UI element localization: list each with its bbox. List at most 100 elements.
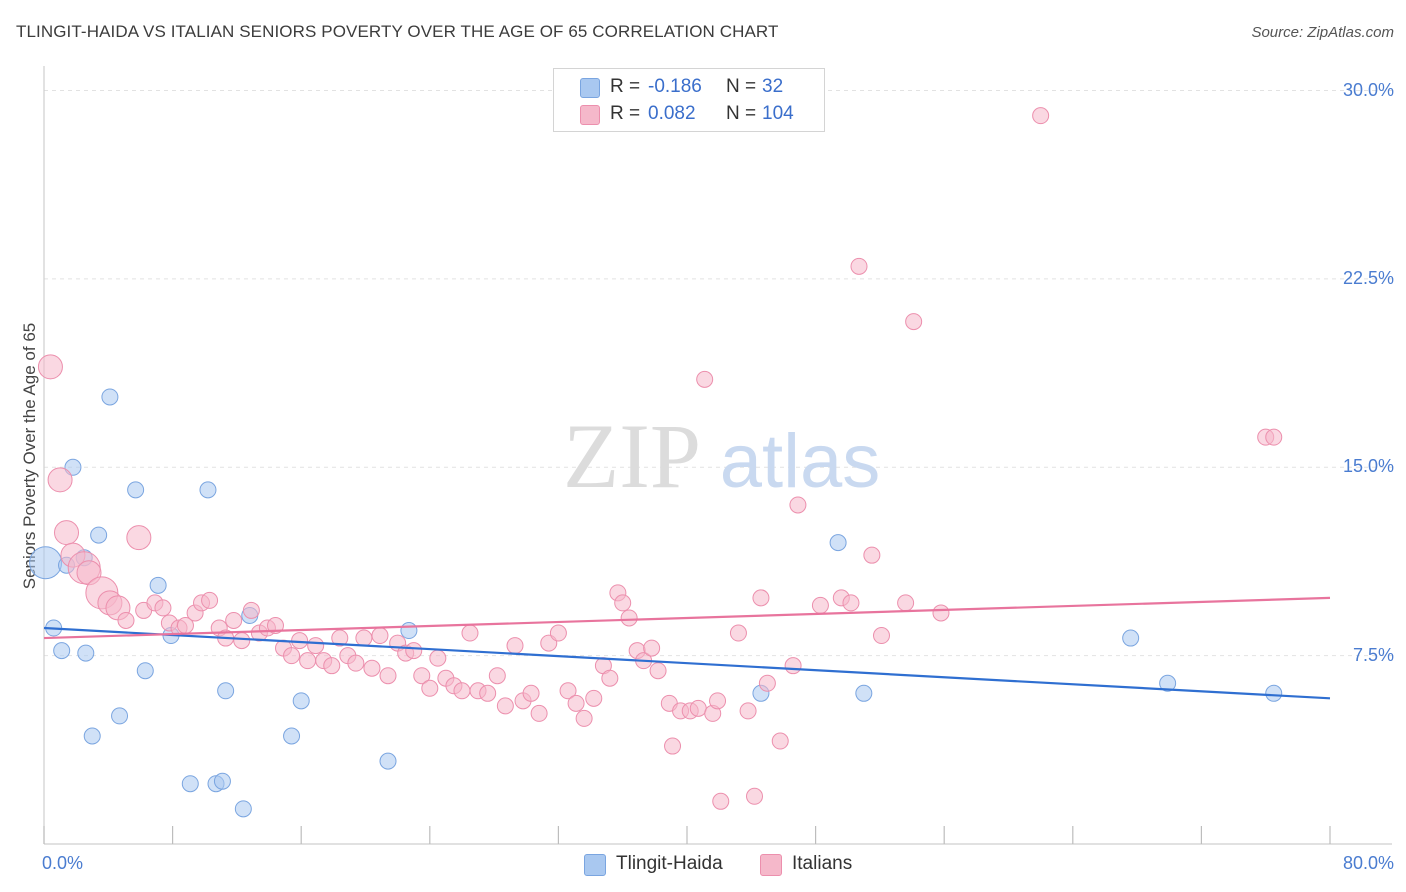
source-label: Source: ZipAtlas.com [1251, 24, 1394, 41]
point-tlingit-haida [234, 800, 252, 818]
point-italians [873, 627, 891, 645]
point-italians [154, 599, 172, 617]
point-italians [421, 679, 439, 697]
point-tlingit-haida [292, 692, 310, 710]
point-italians [1265, 428, 1283, 446]
point-tlingit-haida [1159, 674, 1177, 692]
chart-title: TLINGIT-HAIDA VS ITALIAN SENIORS POVERTY… [16, 22, 779, 41]
point-italians [496, 697, 514, 715]
r-label: R = [610, 76, 641, 97]
point-italians [752, 589, 770, 607]
point-italians [575, 709, 593, 727]
point-italians [47, 467, 73, 493]
n-value: 104 [762, 103, 794, 124]
point-italians [413, 667, 431, 685]
point-italians [897, 594, 915, 612]
point-italians [323, 657, 341, 675]
n-label: N = [726, 103, 757, 124]
point-italians [126, 525, 152, 551]
point-italians [283, 647, 301, 665]
point-italians [363, 659, 381, 677]
stats-swatch-italians [580, 105, 600, 125]
point-italians [488, 667, 506, 685]
point-italians [266, 617, 284, 635]
point-italians [242, 601, 260, 619]
point-tlingit-haida [149, 576, 167, 594]
point-italians [643, 639, 661, 657]
legend-swatch-tlingit-haida [584, 854, 606, 876]
r-label: R = [610, 103, 641, 124]
point-italians [712, 792, 730, 810]
point-italians [709, 692, 727, 710]
grid-lines [44, 90, 1392, 657]
r-value: 0.082 [648, 103, 696, 124]
point-italians [842, 594, 860, 612]
point-italians [331, 629, 349, 647]
point-italians [746, 787, 764, 805]
point-tlingit-haida [181, 775, 199, 793]
point-italians [347, 654, 365, 672]
point-tlingit-haida [199, 481, 217, 499]
point-italians [614, 594, 632, 612]
point-tlingit-haida [83, 727, 101, 745]
point-italians [784, 657, 802, 675]
point-italians [739, 702, 757, 720]
point-tlingit-haida [217, 682, 235, 700]
point-tlingit-haida [127, 481, 145, 499]
point-italians [429, 649, 447, 667]
point-italians [758, 674, 776, 692]
r-value: -0.186 [648, 76, 702, 97]
point-tlingit-haida [855, 684, 873, 702]
point-italians [479, 684, 497, 702]
point-italians [307, 637, 325, 655]
point-italians [225, 611, 243, 629]
legend-label: Italians [792, 853, 853, 874]
point-italians [649, 662, 667, 680]
point-italians [299, 652, 317, 670]
point-italians [405, 642, 423, 660]
n-label: N = [726, 76, 757, 97]
point-italians [696, 370, 714, 388]
point-italians [522, 684, 540, 702]
point-italians [530, 704, 548, 722]
point-italians [567, 694, 585, 712]
point-italians [379, 667, 397, 685]
point-tlingit-haida [29, 546, 63, 580]
point-italians [233, 632, 251, 650]
legend-label: Tlingit-Haida [616, 853, 723, 874]
point-italians [371, 627, 389, 645]
y-tick-label: 15.0% [1342, 456, 1394, 477]
axes [43, 66, 1392, 845]
point-tlingit-haida [283, 727, 301, 745]
point-italians [585, 689, 603, 707]
point-italians [850, 257, 868, 275]
stats-swatch-tlingit-haida [580, 78, 600, 98]
point-italians [689, 699, 707, 717]
point-italians [355, 629, 373, 647]
trend-lines [43, 596, 1331, 700]
point-italians [1032, 107, 1050, 125]
y-tick-label: 7.5% [1352, 644, 1394, 665]
y-tick-label: 22.5% [1342, 267, 1394, 288]
point-italians [201, 591, 219, 609]
point-tlingit-haida [829, 534, 847, 552]
point-italians [771, 732, 789, 750]
trend-line-tlingit-haida [43, 626, 1331, 700]
legend: Tlingit-Haida Italians [0, 852, 1406, 878]
point-tlingit-haida [1265, 684, 1283, 702]
point-italians [37, 354, 63, 380]
point-tlingit-haida [136, 662, 154, 680]
legend-swatch-italians [760, 854, 782, 876]
stats-row-tlingit-haida: R = -0.186 N = 32 [554, 75, 824, 99]
point-italians [461, 624, 479, 642]
point-italians [291, 632, 309, 650]
watermark-zip: ZIP [563, 405, 701, 507]
point-italians [789, 496, 807, 514]
stats-row-italians: R = 0.082 N = 104 [554, 102, 824, 126]
point-tlingit-haida [1122, 629, 1140, 647]
point-tlingit-haida [213, 772, 231, 790]
point-italians [54, 520, 80, 546]
point-tlingit-haida [53, 642, 71, 660]
point-tlingit-haida [101, 388, 119, 406]
